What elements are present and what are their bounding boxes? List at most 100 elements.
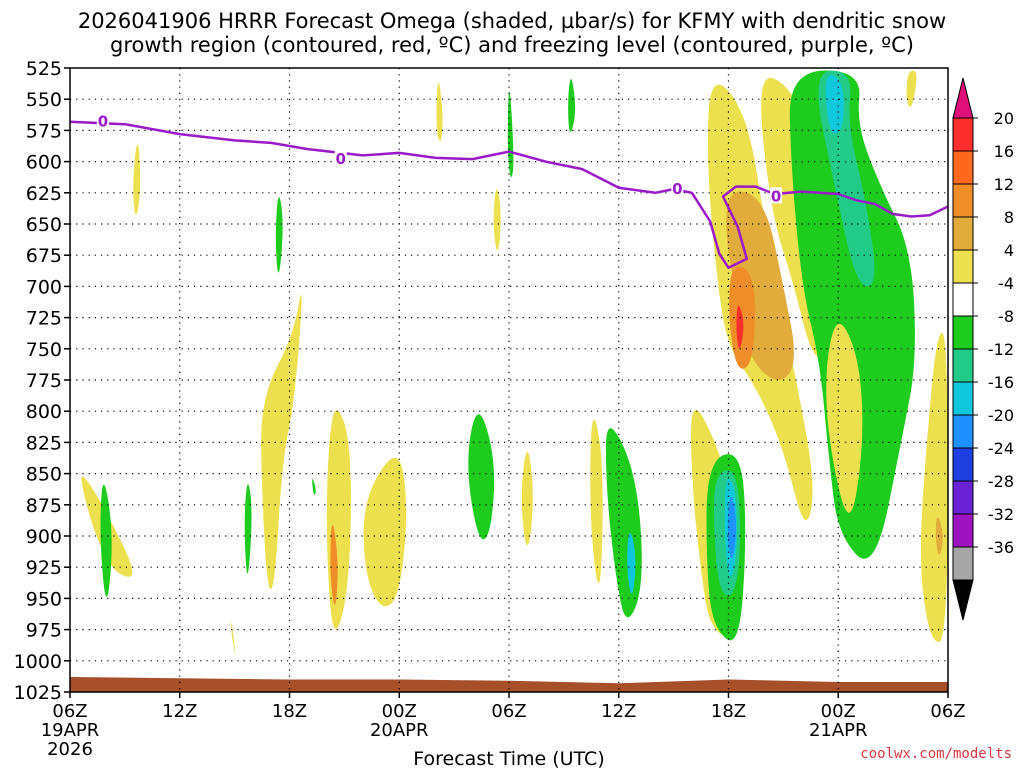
colorbar-swatch-11 bbox=[952, 480, 974, 515]
omega-feature-15 bbox=[521, 451, 533, 546]
terrain-layer bbox=[70, 677, 948, 692]
y-tick-label-1025: 1025 bbox=[14, 682, 62, 704]
x-year-label-0: 2026 bbox=[47, 739, 93, 760]
y-tick-label-550: 550 bbox=[26, 89, 62, 111]
grid-layer bbox=[70, 68, 948, 692]
omega-feature-7 bbox=[312, 478, 316, 495]
colorbar-label-0: 20 bbox=[994, 109, 1014, 128]
omega-feature-28 bbox=[727, 496, 737, 559]
colorbar-swatch-4 bbox=[952, 249, 974, 284]
y-tick-label-825: 825 bbox=[26, 432, 62, 454]
colorbar-swatch-2 bbox=[952, 183, 974, 218]
omega-feature-5 bbox=[244, 484, 252, 574]
colorbar-label-4: 4 bbox=[1004, 241, 1014, 260]
y-tick-label-650: 650 bbox=[26, 214, 62, 236]
colorbar-label-10: -24 bbox=[988, 439, 1014, 458]
omega-feature-11 bbox=[436, 82, 443, 142]
y-tick-label-850: 850 bbox=[26, 464, 62, 486]
omega-feature-14 bbox=[507, 91, 514, 178]
colorbar-bottom-arrow bbox=[952, 579, 974, 621]
y-tick-label-900: 900 bbox=[26, 526, 62, 548]
omega-feature-19 bbox=[627, 532, 636, 594]
colorbar-swatch-9 bbox=[952, 414, 974, 449]
colorbar-swatch-3 bbox=[952, 216, 974, 251]
colorbar-swatch-1 bbox=[952, 150, 974, 185]
freezing-level-label-2: 0 bbox=[672, 180, 682, 198]
y-axis: 525 550 575 600 625 650 675 700 725 750 775 800 825 8… bbox=[14, 58, 70, 704]
omega-feature-10 bbox=[363, 457, 407, 607]
colorbar-label-11: -28 bbox=[988, 472, 1014, 491]
colorbar-swatch-10 bbox=[952, 447, 974, 482]
colorbar-label-8: -16 bbox=[988, 373, 1014, 392]
colorbar-swatch-8 bbox=[952, 381, 974, 416]
omega-feature-32 bbox=[825, 74, 844, 134]
omega-feature-6 bbox=[231, 621, 236, 655]
omega-feature-33 bbox=[826, 323, 863, 513]
y-tick-label-575: 575 bbox=[26, 120, 62, 142]
omega-shading-layer bbox=[81, 70, 948, 655]
x-tick-label-18: 00Z bbox=[382, 701, 417, 722]
colorbar-label-9: -20 bbox=[988, 406, 1014, 425]
y-tick-label-750: 750 bbox=[26, 339, 62, 361]
omega-feature-13 bbox=[468, 414, 495, 540]
colorbar-label-3: 8 bbox=[1004, 208, 1014, 227]
x-axis-label: Forecast Time (UTC) bbox=[413, 748, 604, 768]
omega-feature-18 bbox=[605, 428, 642, 618]
y-tick-label-800: 800 bbox=[26, 401, 62, 423]
freezing-label-bg-2 bbox=[671, 179, 684, 196]
colorbar-top-arrow bbox=[952, 77, 974, 119]
y-tick-label-525: 525 bbox=[26, 58, 62, 80]
colorbar-label-13: -36 bbox=[988, 538, 1014, 557]
y-tick-label-775: 775 bbox=[26, 370, 62, 392]
omega-feature-23 bbox=[736, 305, 744, 349]
colorbar: 20 16 12 8 4 -4 -8 -12 -16 -20 -24 -28 -32 -36 bbox=[952, 77, 1014, 621]
omega-feature-8 bbox=[326, 410, 351, 630]
colorbar-label-2: 12 bbox=[994, 175, 1014, 194]
colorbar-label-1: 16 bbox=[994, 142, 1014, 161]
x-tick-label-12: 18Z bbox=[272, 701, 307, 722]
omega-feature-12 bbox=[493, 189, 501, 251]
freezing-level-label-1: 0 bbox=[335, 150, 345, 168]
freezing-level-layer: 0 0 0 0 bbox=[70, 112, 948, 269]
omega-feature-34 bbox=[906, 70, 917, 107]
colorbar-label-6: -8 bbox=[998, 307, 1014, 326]
y-tick-label-975: 975 bbox=[26, 620, 62, 642]
credit-text: coolwx.com/modelts bbox=[860, 746, 1012, 762]
y-tick-label-875: 875 bbox=[26, 495, 62, 517]
freezing-label-bg-1 bbox=[334, 149, 347, 166]
colorbar-swatch-6 bbox=[952, 315, 974, 350]
x-date-label-42: 21APR bbox=[809, 720, 868, 741]
omega-feature-9 bbox=[330, 524, 338, 605]
x-tick-label-36: 18Z bbox=[711, 701, 746, 722]
y-tick-label-625: 625 bbox=[26, 183, 62, 205]
colorbar-label-7: -12 bbox=[988, 340, 1014, 359]
colorbar-label-12: -32 bbox=[988, 505, 1014, 524]
freezing-level-label-0: 0 bbox=[98, 112, 108, 130]
freezing-level-label-3: 0 bbox=[771, 187, 781, 205]
y-tick-label-1000: 1000 bbox=[14, 651, 62, 673]
y-tick-label-925: 925 bbox=[26, 557, 62, 579]
x-tick-label-48: 06Z bbox=[930, 701, 965, 722]
chart-title-line2: growth region (contoured, red, ºC) and f… bbox=[110, 33, 914, 57]
x-tick-label-30: 12Z bbox=[601, 701, 636, 722]
freezing-label-bg-0 bbox=[96, 112, 109, 129]
x-date-label-0: 19APR bbox=[41, 720, 100, 741]
x-tick-label-42: 00Z bbox=[821, 701, 856, 722]
y-tick-label-700: 700 bbox=[26, 276, 62, 298]
x-date-label-18: 20APR bbox=[370, 720, 429, 741]
y-tick-label-675: 675 bbox=[26, 245, 62, 267]
omega-feature-17 bbox=[590, 419, 603, 584]
colorbar-swatch-12 bbox=[952, 513, 974, 548]
y-tick-label-950: 950 bbox=[26, 588, 62, 610]
colorbar-swatch-5 bbox=[952, 282, 974, 317]
chart-title-line1: 2026041906 HRRR Forecast Omega (shaded, … bbox=[77, 9, 947, 33]
x-tick-label-0: 06Z bbox=[52, 701, 87, 722]
y-tick-label-725: 725 bbox=[26, 308, 62, 330]
omega-feature-36 bbox=[935, 517, 943, 555]
terrain-fill bbox=[70, 677, 948, 692]
omega-feature-2 bbox=[133, 144, 141, 215]
y-tick-label-600: 600 bbox=[26, 152, 62, 174]
omega-feature-1 bbox=[100, 484, 112, 597]
x-tick-label-6: 12Z bbox=[162, 701, 197, 722]
